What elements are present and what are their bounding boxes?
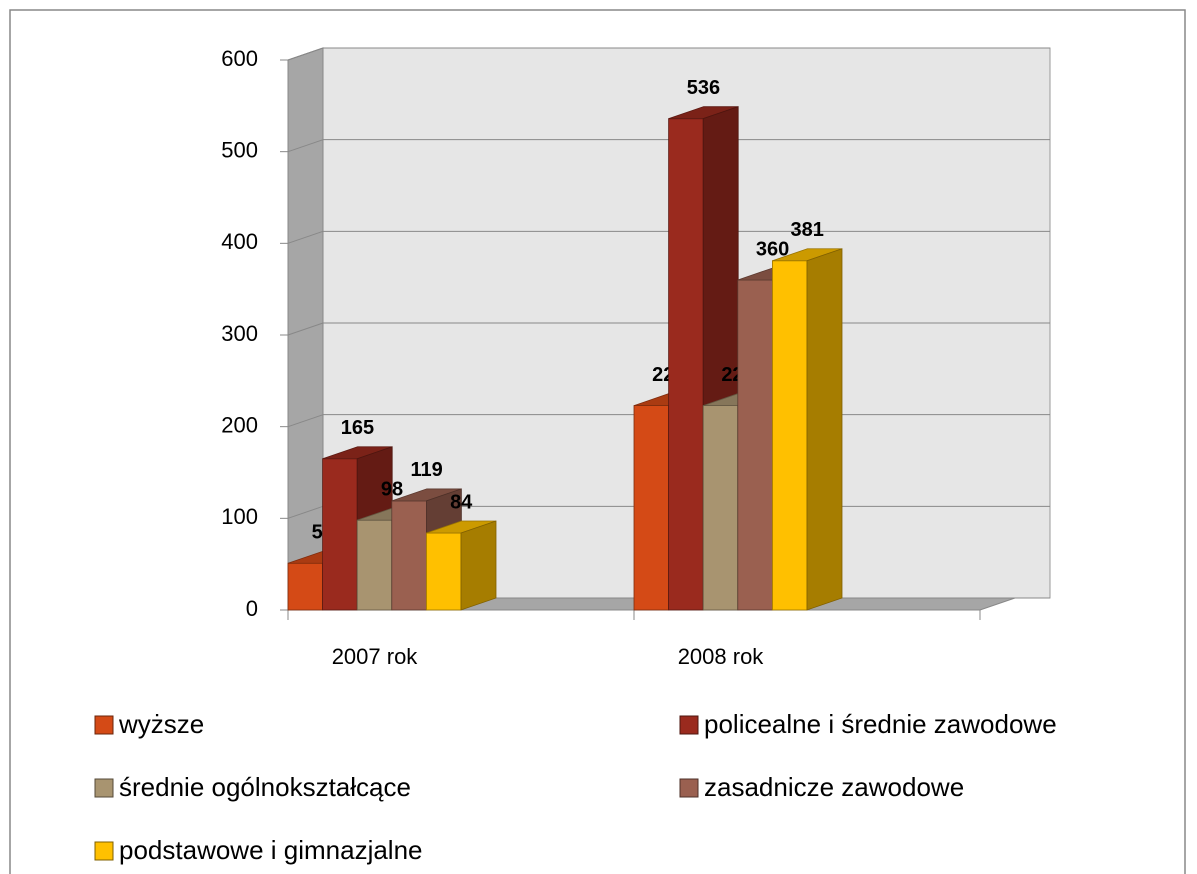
legend-swatch [94,715,114,735]
legend-swatch [94,841,114,861]
y-tick-label: 400 [221,229,258,254]
bar [668,118,704,611]
grid-line [287,230,324,244]
y-tick-label: 0 [246,596,258,621]
legend-label: zasadnicze zawodowe [704,772,964,802]
legend-swatch [679,778,699,798]
legend-swatch [679,715,699,735]
legend-label: policealne i średnie zawodowe [704,709,1057,739]
bar [702,405,739,611]
grid-line [287,47,324,61]
y-tick-label: 500 [221,137,258,162]
data-label: 381 [791,219,824,241]
data-label: 119 [410,459,442,481]
bar-side [460,520,497,611]
bar-side [806,248,843,611]
data-label: 84 [450,491,473,513]
x-tick-label: 2007 rok [332,644,419,669]
bar [633,405,669,611]
grid-line [287,322,324,336]
data-label: 536 [687,77,720,99]
y-tick-label: 100 [221,504,258,529]
y-tick-label: 600 [221,46,258,71]
data-label: 165 [341,417,374,439]
legend-label: podstawowe i gimnazjalne [119,835,423,865]
y-tick-label: 200 [221,412,258,437]
legend-label: wyższe [118,709,204,739]
legend-swatch [94,778,114,798]
grid-line [287,139,324,153]
grid-line [287,414,324,428]
data-label: 98 [381,478,403,500]
bar [322,458,358,611]
bar [356,519,393,611]
bar [391,500,427,611]
bar [737,279,773,611]
bar [425,532,462,611]
bar [772,260,808,611]
y-tick-label: 300 [221,321,258,346]
legend-label: średnie ogólnokształcące [119,772,411,802]
bar [287,562,323,611]
x-tick-label: 2008 rok [678,644,765,669]
grid-line [287,505,324,519]
data-label: 360 [756,238,789,260]
